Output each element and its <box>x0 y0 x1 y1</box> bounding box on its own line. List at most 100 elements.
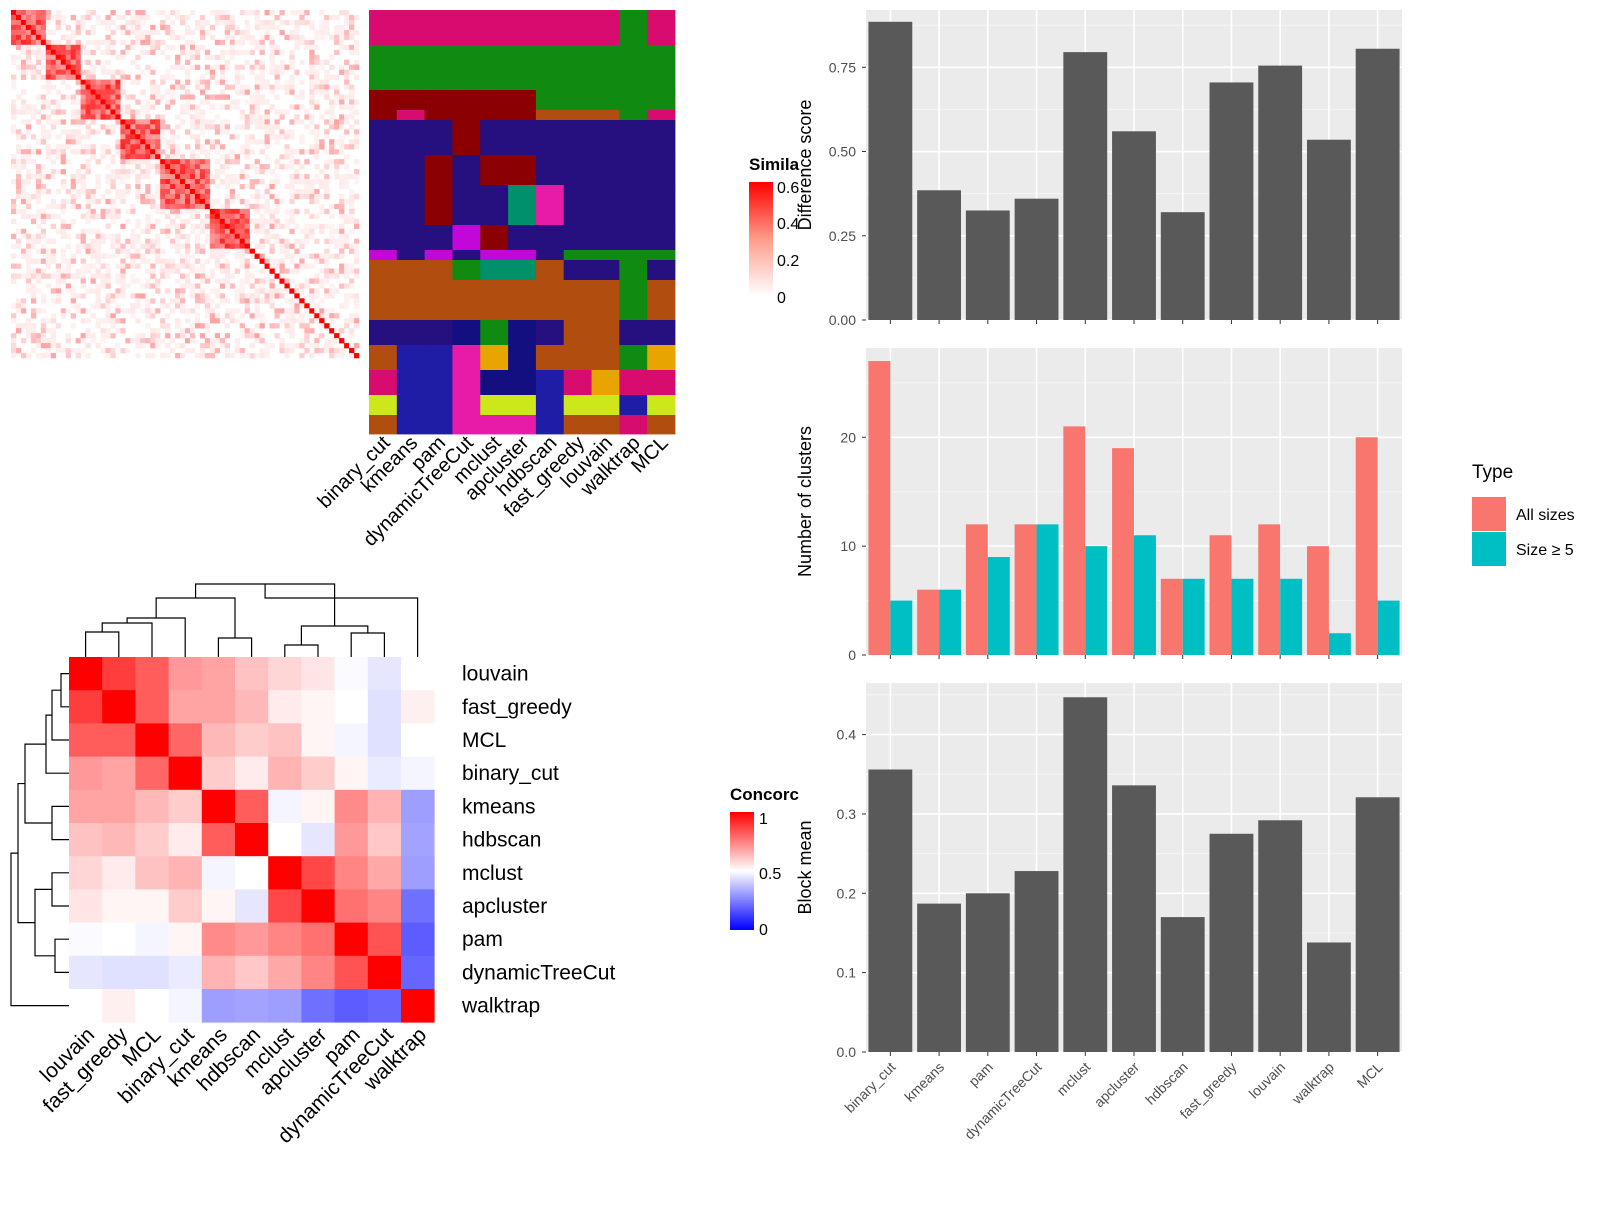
similarity-cell <box>90 114 96 120</box>
similarity-cell <box>175 134 181 140</box>
similarity-cell <box>140 34 146 41</box>
similarity-cell <box>239 39 245 46</box>
similarity-cell <box>150 164 156 170</box>
similarity-cell <box>180 233 186 239</box>
similarity-cell <box>214 248 221 254</box>
similarity-cell <box>314 164 320 170</box>
similarity-cell <box>120 318 126 324</box>
similarity-cell <box>85 268 91 274</box>
similarity-cell <box>244 298 250 304</box>
similarity-cell <box>15 228 22 235</box>
similarity-cell <box>229 218 236 225</box>
similarity-cell <box>155 159 161 165</box>
similarity-cell <box>224 179 231 185</box>
similarity-cell <box>45 174 52 180</box>
similarity-cell <box>180 283 186 289</box>
similarity-cell <box>115 104 121 110</box>
similarity-cell <box>110 169 116 175</box>
similarity-cell <box>125 208 131 215</box>
similarity-cell <box>30 273 37 279</box>
similarity-cell <box>20 89 27 95</box>
similarity-cell <box>349 263 355 269</box>
similarity-cell <box>244 139 250 145</box>
cluster-cell <box>508 110 537 121</box>
cluster-cell <box>508 395 537 416</box>
similarity-cell <box>135 338 141 344</box>
dendrogram-branch <box>350 632 385 657</box>
similarity-cell <box>100 64 106 70</box>
similarity-cell <box>95 248 101 254</box>
cluster-cell <box>563 395 592 416</box>
similarity-cell <box>155 169 161 175</box>
similarity-cell <box>304 109 310 115</box>
similarity-cell <box>254 298 260 304</box>
similarity-cell <box>244 124 250 130</box>
similarity-cell <box>90 198 96 205</box>
similarity-cell <box>85 129 91 135</box>
similarity-cell <box>274 179 280 185</box>
similarity-cell <box>165 184 171 190</box>
similarity-cell <box>15 19 22 26</box>
cluster-cell <box>452 280 481 321</box>
similarity-cell <box>219 213 226 220</box>
similarity-cell <box>130 29 136 36</box>
similarity-cell <box>294 303 300 309</box>
similarity-cell <box>269 288 275 294</box>
similarity-cell <box>105 179 111 185</box>
similarity-cell <box>329 343 335 349</box>
similarity-cell <box>259 348 265 354</box>
similarity-cell <box>199 159 206 165</box>
similarity-cell <box>279 248 285 254</box>
cluster-cell <box>535 110 565 121</box>
similarity-cell <box>194 293 201 299</box>
similarity-cell <box>244 114 250 120</box>
similarity-cell <box>50 248 57 254</box>
similarity-cell <box>329 109 335 115</box>
similarity-cell <box>75 64 81 70</box>
similarity-cell <box>309 293 315 299</box>
similarity-cell <box>80 44 86 51</box>
similarity-cell <box>120 79 126 85</box>
similarity-cell <box>160 24 166 31</box>
similarity-cell <box>20 10 27 16</box>
similarity-cell <box>150 39 156 46</box>
similarity-cell <box>145 213 151 220</box>
similarity-cell <box>120 169 126 175</box>
concordance-cell <box>235 756 269 791</box>
similarity-cell <box>294 39 300 46</box>
similarity-cell <box>155 308 161 314</box>
similarity-cell <box>214 253 221 259</box>
similarity-cell <box>289 134 295 140</box>
similarity-cell <box>189 228 196 235</box>
concordance-col-labels: louvainfast_greedyMCLbinary_cutkmeanshdb… <box>36 1023 431 1148</box>
similarity-cell <box>314 54 320 61</box>
concordance-dendrogram <box>10 583 419 1007</box>
similarity-cell <box>224 268 231 274</box>
similarity-cell <box>140 154 146 160</box>
similarity-cell <box>249 164 255 170</box>
concordance-cell <box>334 856 369 890</box>
similarity-cell <box>175 223 181 230</box>
similarity-cell <box>75 203 81 210</box>
similarity-cell <box>40 104 47 110</box>
concordance-row-label: pam <box>462 928 503 951</box>
similarity-cell <box>135 74 141 80</box>
similarity-cell <box>234 104 240 110</box>
similarity-cell <box>185 348 191 354</box>
concordance-row-label: fast_greedy <box>462 696 572 719</box>
similarity-cell <box>110 10 116 16</box>
similarity-cell <box>135 318 141 324</box>
similarity-cell <box>35 233 42 239</box>
similarity-cell <box>199 119 206 125</box>
similarity-legend: Simila 0.6 0.4 0.2 0 <box>749 155 800 307</box>
similarity-cell <box>50 298 57 304</box>
similarity-cell <box>254 59 260 65</box>
bar <box>1306 139 1351 320</box>
similarity-cell <box>25 273 32 279</box>
similarity-cell <box>20 184 27 190</box>
cluster-cell <box>480 260 509 281</box>
similarity-cell <box>339 104 345 110</box>
similarity-cell <box>50 288 57 294</box>
similarity-cell <box>25 169 32 175</box>
similarity-cell <box>314 258 320 264</box>
